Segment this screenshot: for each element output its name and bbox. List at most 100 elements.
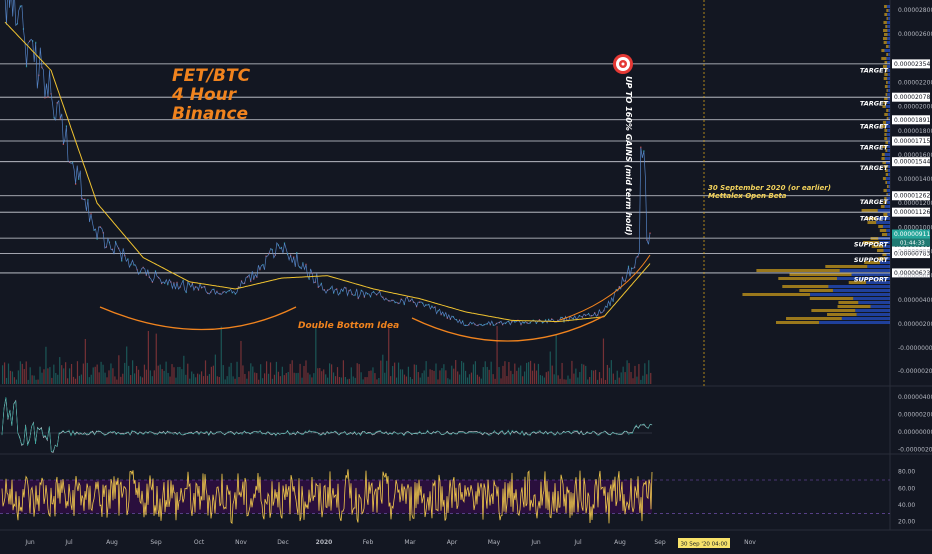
- volume-bar: [329, 363, 331, 384]
- volume-bar: [330, 364, 333, 384]
- volume-profile-bar: [828, 285, 890, 288]
- time-cursor-box: [678, 538, 730, 548]
- volume-bar: [185, 374, 187, 384]
- volume-profile-bar: [882, 145, 888, 148]
- volume-bar: [275, 361, 278, 384]
- volume-profile-bar: [887, 25, 890, 28]
- price-tick-label: 0.00001600: [898, 152, 932, 159]
- volume-bar: [323, 369, 325, 384]
- target-marker-ring: [621, 62, 625, 66]
- volume-profile-bar: [756, 269, 840, 272]
- volume-bar: [248, 371, 250, 384]
- volume-profile-bar: [888, 45, 890, 48]
- volume-profile-bar: [886, 41, 890, 44]
- volume-profile-bar: [887, 181, 890, 184]
- volume-bar: [455, 360, 457, 384]
- volume-bar: [267, 373, 270, 384]
- rsi-tick-label: 60.00: [898, 485, 915, 492]
- volume-bar: [571, 360, 573, 384]
- time-tick-label: Dec: [277, 539, 289, 546]
- volume-profile-bar: [884, 157, 890, 160]
- volume-bar: [325, 374, 327, 384]
- volume-profile-bar: [887, 33, 890, 36]
- volume-bar: [602, 338, 605, 384]
- volume-profile-bar: [887, 149, 890, 152]
- volume-bar: [187, 363, 189, 384]
- volume-bar: [397, 362, 400, 384]
- volume-bar: [319, 368, 321, 384]
- volume-bar: [218, 377, 220, 384]
- volume-profile-bar: [841, 317, 890, 320]
- volume-bar: [380, 360, 382, 384]
- volume-bar: [17, 370, 19, 384]
- volume-bar: [41, 372, 43, 384]
- volume-bar: [214, 354, 216, 384]
- volume-bar: [5, 377, 8, 384]
- volume-bar: [593, 370, 595, 384]
- volume-profile-bar: [881, 125, 887, 128]
- mettalex-date-label: 30 September 2020 (or earlier): [708, 184, 831, 192]
- rsi-panel: [1, 469, 653, 525]
- volume-bar: [72, 376, 75, 384]
- volume-bar: [421, 373, 423, 384]
- volume-bar: [80, 374, 82, 384]
- volume-profile-bar: [883, 201, 887, 204]
- volume-bar: [429, 369, 431, 384]
- osc-tick-label: -0.00000200: [898, 447, 932, 454]
- volume-bar: [396, 377, 398, 384]
- volume-bar: [128, 365, 130, 384]
- volume-bar: [283, 375, 285, 384]
- volume-profile-bar: [881, 57, 887, 60]
- time-tick-label: Aug: [106, 539, 118, 546]
- level-price-label: 0.00001715: [894, 138, 930, 145]
- volume-bar: [210, 366, 213, 384]
- volume-profile-bar: [886, 133, 890, 136]
- volume-bar: [638, 364, 640, 384]
- volume-bar: [524, 371, 526, 384]
- volume-profile-bar: [887, 173, 890, 176]
- volume-bar: [102, 364, 104, 384]
- volume-profile-bar: [884, 5, 887, 8]
- volume-profile-bar: [778, 277, 838, 280]
- volume-bar: [585, 365, 587, 384]
- volume-profile-bar: [848, 281, 867, 284]
- volume-bar: [344, 376, 346, 384]
- rsi-tick-label: 80.00: [898, 469, 915, 476]
- volume-bar: [443, 364, 445, 384]
- volume-profile-bar: [782, 285, 829, 288]
- volume-bar: [403, 374, 406, 384]
- volume-profile-bar: [884, 73, 888, 76]
- volume-bar: [293, 372, 295, 384]
- volume-profile-bar: [864, 261, 880, 264]
- volume-bar: [624, 372, 626, 384]
- chart-timeframe: 4 Hour: [171, 85, 238, 105]
- level-tag: SUPPORT: [854, 241, 889, 249]
- volume-profile-bar: [887, 145, 890, 148]
- volume-profile-bar: [882, 225, 890, 228]
- gains-label: UP TO 160% GAINS (mid term hold): [624, 76, 633, 236]
- volume-bar: [297, 372, 299, 384]
- volume-bar: [151, 376, 153, 384]
- volume-profile-bar: [882, 65, 887, 68]
- volume-bar: [262, 378, 264, 384]
- volume-bar: [622, 366, 624, 384]
- volume-bar: [9, 370, 12, 384]
- volume-bar: [411, 379, 413, 384]
- volume-profile-bar: [886, 17, 888, 20]
- volume-profile-bar: [878, 225, 883, 228]
- volume-bar: [386, 360, 388, 384]
- volume-bar: [569, 378, 571, 384]
- candle: [25, 65, 28, 68]
- volume-bar: [55, 372, 57, 384]
- volume-bar: [277, 371, 279, 384]
- double-bottom-arc-left: [99, 306, 297, 331]
- volume-bar: [549, 351, 551, 384]
- volume-profile-bar: [882, 253, 887, 256]
- volume-bar: [250, 363, 252, 384]
- price-series: [4, 0, 651, 327]
- volume-profile-bar: [877, 249, 884, 252]
- volume-bar: [488, 369, 490, 384]
- volume-bar: [61, 365, 63, 384]
